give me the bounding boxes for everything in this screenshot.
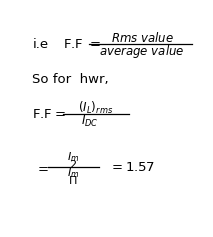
Text: $= 1.57$: $= 1.57$ bbox=[109, 161, 155, 174]
Text: $I_m$: $I_m$ bbox=[67, 150, 79, 164]
Text: $\it{average\ value}$: $\it{average\ value}$ bbox=[99, 43, 185, 60]
Text: $=$: $=$ bbox=[35, 161, 49, 174]
Text: $\Pi$: $\Pi$ bbox=[68, 174, 78, 186]
Text: $\it{Rms\ value}$: $\it{Rms\ value}$ bbox=[111, 32, 174, 46]
Text: i.e: i.e bbox=[33, 38, 49, 51]
Text: $2$: $2$ bbox=[69, 158, 77, 170]
Text: F.F$=$: F.F$=$ bbox=[32, 108, 65, 121]
Text: $I_{DC}$: $I_{DC}$ bbox=[81, 114, 98, 129]
Text: F.F $=$: F.F $=$ bbox=[63, 38, 101, 51]
Text: So for  hwr,: So for hwr, bbox=[32, 73, 108, 86]
Text: $(I_L)_{rms}$: $(I_L)_{rms}$ bbox=[78, 100, 114, 116]
Text: $I_m$: $I_m$ bbox=[67, 167, 79, 180]
